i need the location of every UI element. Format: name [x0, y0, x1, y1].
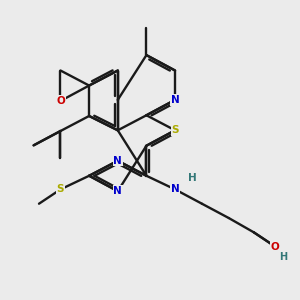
Text: N: N — [171, 95, 179, 105]
Text: N: N — [171, 184, 179, 194]
Text: H: H — [279, 252, 287, 262]
Text: N: N — [113, 186, 122, 196]
Text: S: S — [57, 184, 64, 194]
Text: O: O — [271, 242, 280, 252]
Text: H: H — [188, 173, 196, 183]
Text: S: S — [171, 125, 179, 135]
Text: O: O — [56, 96, 65, 106]
Text: N: N — [113, 156, 122, 166]
